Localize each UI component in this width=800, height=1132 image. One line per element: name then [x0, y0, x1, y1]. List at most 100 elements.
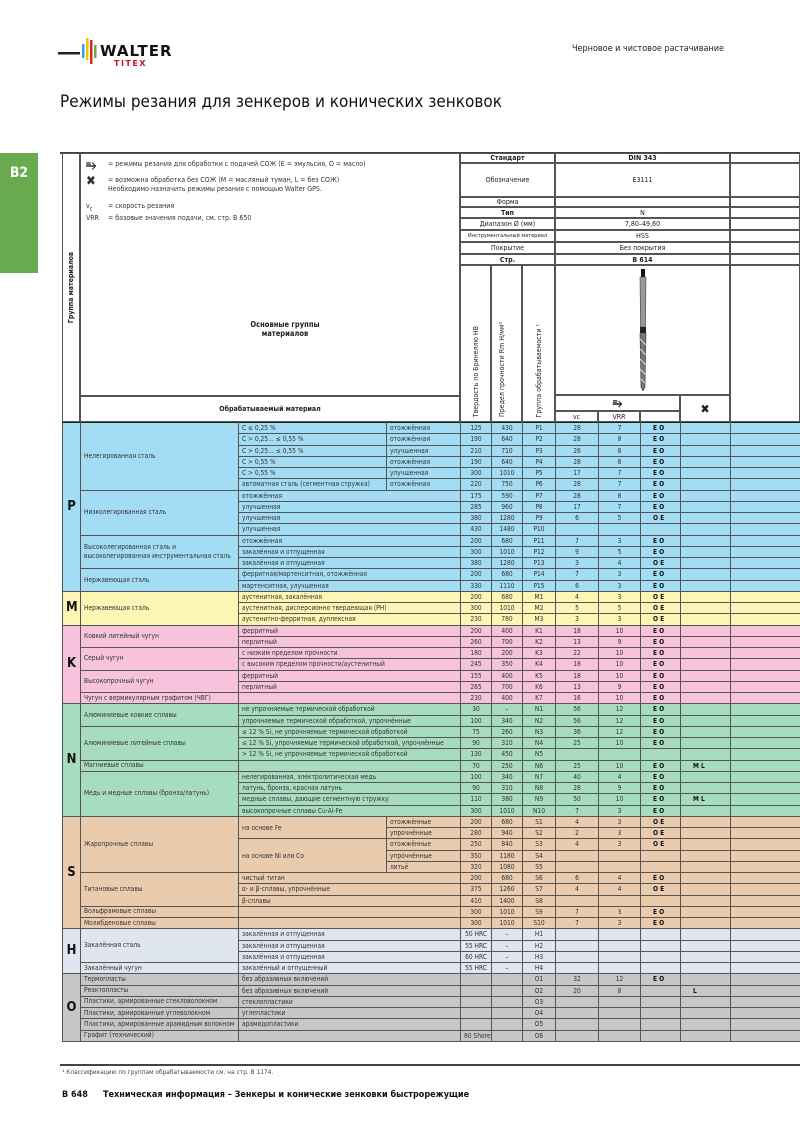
material-subgroup: закалённая и отпущенная [238, 928, 461, 941]
hardness-hb: 380 [460, 556, 492, 570]
material-name: Жаропрочные сплавы [80, 815, 239, 874]
machinability-group: O2 [522, 984, 556, 997]
table-row: закалённая и отпущенная 380 1280 P13 3 4 O E [62, 556, 800, 570]
feed-vrr: 8 [598, 984, 641, 997]
hardness-hb: 300 [460, 916, 492, 930]
tensile-rm: 680 [491, 534, 523, 547]
machinability-group: O5 [522, 1018, 556, 1031]
table-row: O Термопласты без абразивных включений O1 32… [62, 973, 800, 1042]
table-row: ≤ 12 % Si, упрочняемые термической обраб… [62, 736, 800, 750]
material-name: Нержавеющая сталь [80, 590, 239, 626]
tensile-rm: – [491, 939, 523, 952]
material-subgroup: мартенситная, улучшенная [238, 579, 461, 592]
feed-vrr: 8 [598, 489, 641, 502]
dry-codes [680, 804, 731, 817]
dry-codes [680, 613, 731, 626]
cutting-speed-vc [555, 1029, 599, 1042]
svg-text:WALTER: WALTER [100, 42, 173, 60]
feed-vrr: 10 [598, 793, 641, 806]
empty-cell [730, 928, 800, 941]
hardness-hb: 100 [460, 770, 492, 784]
tensile-rm: 700 [491, 635, 523, 649]
coolant-codes: O E [640, 511, 681, 525]
coolant-codes: O E [640, 826, 681, 840]
feed-vrr: 10 [598, 624, 641, 637]
tensile-rm: 1010 [491, 804, 523, 817]
empty-cell [730, 916, 800, 930]
material-subgroup: нелегированная, электролитическая медь [238, 770, 461, 784]
machinability-group: K4 [522, 658, 556, 671]
coolant-codes [640, 748, 681, 761]
empty-cell [730, 466, 800, 480]
spec-value [555, 197, 730, 207]
feed-vrr: 8 [598, 455, 641, 469]
empty-cell [730, 635, 800, 649]
cutting-speed-vc: 4 [555, 838, 599, 851]
tensile-rm: 1010 [491, 601, 523, 615]
machinability-group: K5 [522, 669, 556, 682]
tensile-rm [491, 1006, 523, 1020]
coolant-codes: E O [640, 444, 681, 457]
section-title: Черновое и чистовое растачивание [571, 44, 724, 54]
hardness-hb: 300 [460, 466, 492, 480]
dry-codes [680, 736, 731, 750]
machinability-header: Группа обрабатываемости ¹ [522, 265, 555, 422]
material-name: Алюминиевые ковкие сплавы [80, 703, 239, 727]
dry-codes [680, 939, 731, 952]
material-name: Титановые сплавы [80, 872, 239, 907]
empty-cell [730, 950, 800, 964]
machinability-group: P2 [522, 433, 556, 446]
feed-vrr: 3 [598, 916, 641, 930]
spec-value: HSS [555, 230, 730, 242]
dry-crossed-tap-icon: ✖ [680, 395, 730, 422]
empty-cell [730, 905, 800, 919]
tensile-rm: 680 [491, 815, 523, 829]
feed-vrr [598, 748, 641, 761]
machinability-group: O6 [522, 1029, 556, 1042]
hardness-hb: 250 [460, 838, 492, 851]
dry-codes [680, 871, 731, 885]
material-subgroup: улучшенная [238, 511, 461, 525]
machinability-group: O1 [522, 973, 556, 986]
spec-label: Обозначение [460, 163, 555, 197]
machinability-group: N10 [522, 804, 556, 817]
table-row: Реактопласты без абразивных включений O2 20… [62, 984, 800, 997]
footnote: ¹ Классификацию по группам обрабатываемо… [62, 1068, 274, 1076]
machinability-group: P4 [522, 455, 556, 469]
hardness-hb [460, 973, 492, 986]
coolant-codes: E O [640, 433, 681, 446]
tensile-rm: 640 [491, 433, 523, 446]
material-condition: отожжённая [386, 455, 461, 469]
machinability-group: K6 [522, 680, 556, 694]
coolant-codes: E O [640, 534, 681, 547]
machinability-group: P11 [522, 534, 556, 547]
vc-header: vc [555, 411, 598, 422]
material-header-label: Обрабатываемый материал [219, 405, 321, 413]
cutting-speed-vc: 28 [555, 433, 599, 446]
empty-cell [730, 579, 800, 592]
material-name: Закалённая сталь [80, 928, 239, 963]
table-row: закалённая и отпущенная 60 HRC – H3 [62, 950, 800, 964]
dry-codes [680, 545, 731, 559]
machinability-group: N8 [522, 781, 556, 795]
empty-cell [730, 894, 800, 907]
machinability-group: N2 [522, 714, 556, 727]
material-condition: отожжённые [386, 838, 461, 851]
empty-cell [730, 973, 800, 986]
material-condition: отожжённая [386, 478, 461, 491]
chapter-tab[interactable]: B2 [0, 153, 38, 273]
cutting-speed-vc: 40 [555, 770, 599, 784]
cutting-speed-vc: 4 [555, 883, 599, 896]
feed-vrr: 10 [598, 759, 641, 772]
material-subgroup: C > 0,55 % [238, 466, 387, 480]
machinability-group: M2 [522, 601, 556, 615]
empty-cell [730, 669, 800, 682]
material-name: Ковкий литейный чугун [80, 624, 239, 648]
tensile-rm [491, 1018, 523, 1031]
hardness-hb: 90 [460, 781, 492, 795]
dry-codes [680, 433, 731, 446]
cutting-speed-vc: 18 [555, 658, 599, 671]
material-name: Медь и медные сплавы (бронза/латунь) [80, 770, 239, 817]
empty-cell [730, 658, 800, 671]
material-group-letter: S [62, 815, 81, 930]
